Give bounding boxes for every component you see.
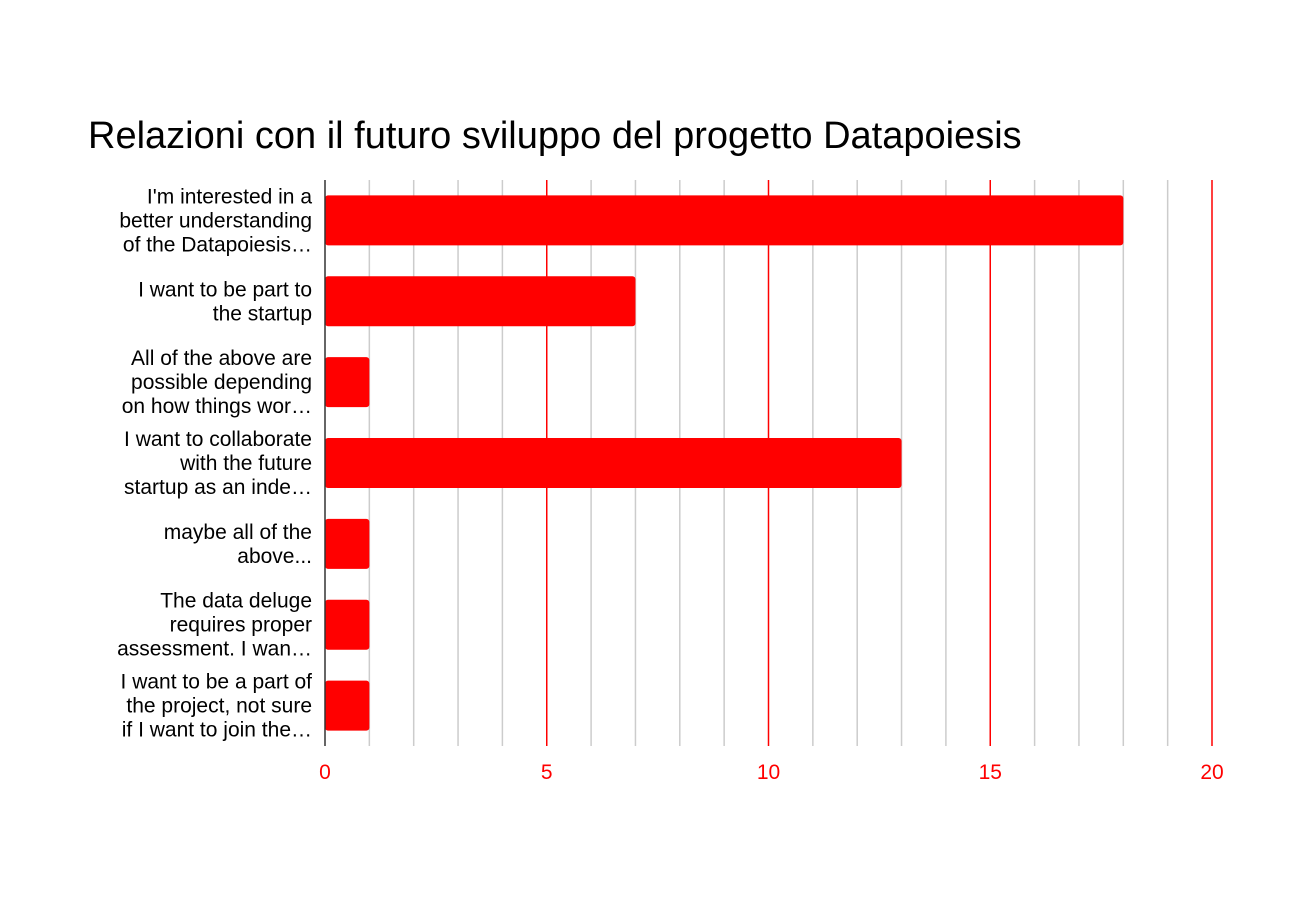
- category-label-line: the project, not sure: [126, 695, 312, 718]
- category-label: I want to be a part of the project, not s…: [121, 671, 313, 742]
- category-label: I'm interested in a better understanding o…: [119, 185, 312, 256]
- bar: [325, 195, 1124, 246]
- bar: [325, 276, 636, 327]
- category-label-line: above...: [237, 545, 312, 568]
- category-label-line: possible depending: [131, 371, 312, 394]
- bar: [325, 357, 370, 408]
- x-tick-label: 5: [541, 761, 553, 784]
- category-label-line: if I want to join the…: [122, 719, 312, 742]
- bar: [325, 438, 902, 488]
- category-label-line: The data deluge: [160, 590, 312, 613]
- category-label-line: with the future: [179, 452, 312, 475]
- category-label-line: assessment. I wan…: [117, 638, 312, 661]
- category-label-line: the startup: [213, 302, 312, 325]
- category-label: maybe all of the above...: [164, 521, 312, 568]
- category-label: The data deluge requires proper assessment…: [117, 590, 312, 661]
- category-label-line: All of the above are: [131, 347, 312, 370]
- category-label-line: I want to collaborate: [124, 428, 312, 451]
- x-tick-label: 20: [1200, 761, 1223, 784]
- category-label-line: maybe all of the: [164, 521, 312, 544]
- category-label: I want to collaborate with the future star…: [124, 428, 312, 499]
- category-label-line: requires proper: [170, 614, 312, 637]
- category-label-line: I'm interested in a: [147, 185, 312, 208]
- category-labels: I'm interested in a better understanding o…: [117, 185, 312, 741]
- chart-title: Relazioni con il futuro sviluppo del pro…: [88, 115, 1022, 157]
- bar: [325, 599, 370, 650]
- category-label-line: on how things wor…: [122, 395, 312, 418]
- bar: [325, 680, 370, 731]
- category-label-line: I want to be part to: [138, 278, 312, 301]
- x-tick-label: 15: [979, 761, 1002, 784]
- x-tick-labels: 0 5 10 15 20: [319, 761, 1224, 784]
- x-tick-label: 0: [319, 761, 331, 784]
- category-label-line: better understanding: [119, 209, 312, 232]
- category-label: All of the above are possible depending on…: [122, 347, 312, 418]
- category-label: I want to be part to the startup: [138, 278, 312, 325]
- bar: [325, 518, 370, 569]
- bars: [325, 195, 1124, 731]
- x-tick-label: 10: [757, 761, 780, 784]
- category-label-line: of the Datapoiesis…: [123, 233, 312, 256]
- category-label-line: I want to be a part of: [121, 671, 313, 694]
- category-label-line: startup as an inde…: [124, 476, 312, 499]
